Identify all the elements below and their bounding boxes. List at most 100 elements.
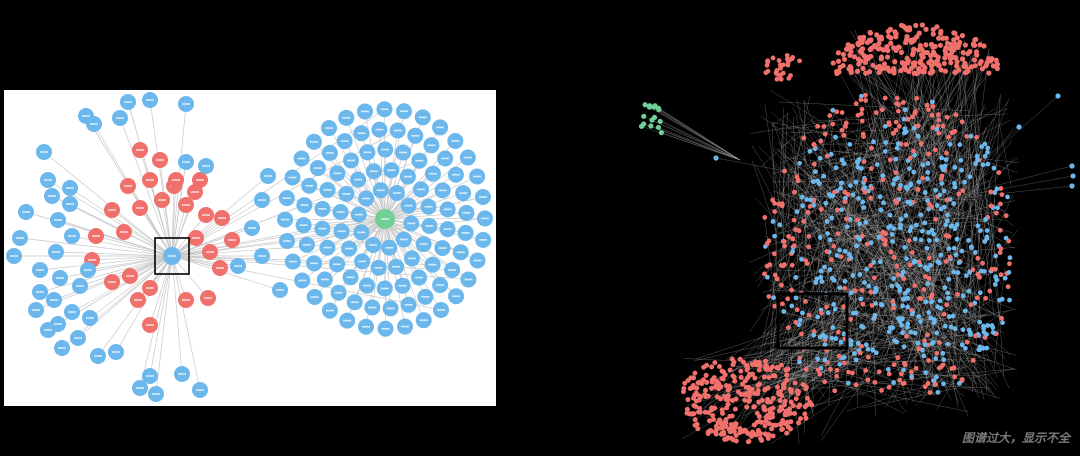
- blue-node[interactable]: [852, 351, 857, 356]
- red-node[interactable]: [802, 404, 808, 410]
- red-node[interactable]: [893, 32, 899, 38]
- blue-node[interactable]: [799, 194, 805, 200]
- blue-node[interactable]: [893, 156, 899, 162]
- red-node[interactable]: [900, 100, 906, 105]
- red-node[interactable]: [723, 396, 729, 402]
- blue-node[interactable]: [890, 239, 895, 244]
- red-node[interactable]: [784, 377, 790, 383]
- red-node[interactable]: [762, 215, 768, 220]
- red-node[interactable]: [887, 157, 893, 163]
- red-node[interactable]: [784, 430, 790, 436]
- red-node[interactable]: [835, 231, 841, 237]
- blue-node[interactable]: [902, 290, 908, 296]
- red-node[interactable]: [926, 358, 932, 363]
- red-node[interactable]: [906, 27, 913, 33]
- blue-node[interactable]: [848, 342, 854, 348]
- red-node[interactable]: [774, 71, 780, 77]
- red-node[interactable]: [891, 254, 897, 260]
- red-node[interactable]: [753, 362, 759, 368]
- blue-node[interactable]: [945, 295, 951, 301]
- red-node[interactable]: [764, 241, 770, 246]
- red-node[interactable]: [719, 407, 725, 413]
- red-node[interactable]: [775, 365, 781, 371]
- blue-node[interactable]: [975, 157, 981, 163]
- blue-node[interactable]: [900, 303, 905, 309]
- red-node[interactable]: [946, 234, 952, 239]
- red-node[interactable]: [763, 418, 769, 424]
- red-node[interactable]: [786, 57, 792, 63]
- blue-node[interactable]: [797, 160, 802, 166]
- red-node[interactable]: [928, 41, 935, 47]
- blue-node[interactable]: [994, 186, 1000, 192]
- red-node[interactable]: [962, 42, 968, 48]
- red-node[interactable]: [806, 312, 812, 318]
- blue-node[interactable]: [837, 247, 842, 253]
- red-node[interactable]: [787, 410, 793, 416]
- blue-node[interactable]: [811, 332, 817, 338]
- blue-node[interactable]: [940, 350, 946, 356]
- red-node[interactable]: [767, 262, 773, 268]
- red-node[interactable]: [792, 380, 798, 386]
- blue-node[interactable]: [838, 339, 844, 345]
- blue-node[interactable]: [899, 322, 905, 328]
- blue-node[interactable]: [934, 126, 940, 132]
- red-node[interactable]: [903, 141, 909, 147]
- blue-node[interactable]: [848, 338, 854, 344]
- blue-node[interactable]: [952, 180, 957, 186]
- blue-node[interactable]: [977, 290, 983, 296]
- red-node[interactable]: [795, 178, 801, 184]
- blue-node[interactable]: [885, 367, 891, 372]
- red-node[interactable]: [911, 148, 916, 154]
- red-node[interactable]: [879, 388, 884, 393]
- red-node[interactable]: [832, 388, 838, 394]
- red-node[interactable]: [780, 62, 786, 68]
- red-node[interactable]: [940, 123, 946, 129]
- blue-node[interactable]: [827, 237, 833, 243]
- red-node[interactable]: [924, 49, 930, 56]
- red-node[interactable]: [709, 364, 715, 370]
- red-node[interactable]: [835, 58, 842, 64]
- blue-node[interactable]: [962, 308, 968, 314]
- blue-node[interactable]: [919, 228, 925, 234]
- blue-node[interactable]: [941, 188, 947, 194]
- red-node[interactable]: [890, 299, 896, 304]
- red-node[interactable]: [803, 299, 808, 304]
- blue-node[interactable]: [839, 180, 845, 186]
- blue-node[interactable]: [807, 148, 813, 154]
- red-node[interactable]: [822, 379, 827, 385]
- blue-node[interactable]: [814, 276, 820, 282]
- blue-node[interactable]: [853, 179, 859, 185]
- red-node[interactable]: [854, 68, 861, 74]
- blue-node[interactable]: [951, 201, 957, 206]
- blue-node[interactable]: [912, 152, 917, 158]
- red-node[interactable]: [922, 274, 928, 279]
- red-node[interactable]: [929, 204, 935, 210]
- red-node[interactable]: [993, 210, 999, 216]
- red-node[interactable]: [724, 405, 730, 411]
- red-node[interactable]: [868, 166, 874, 172]
- red-node[interactable]: [842, 199, 848, 205]
- red-node[interactable]: [863, 368, 869, 373]
- red-node[interactable]: [828, 257, 834, 263]
- blue-node[interactable]: [879, 302, 884, 307]
- blue-node[interactable]: [966, 237, 972, 243]
- red-node[interactable]: [933, 216, 939, 222]
- red-node[interactable]: [922, 384, 928, 390]
- red-node[interactable]: [971, 57, 978, 63]
- blue-node[interactable]: [958, 157, 964, 163]
- red-node[interactable]: [977, 42, 983, 48]
- red-node[interactable]: [1005, 284, 1011, 290]
- red-node[interactable]: [741, 359, 747, 365]
- blue-node[interactable]: [946, 276, 952, 282]
- blue-node[interactable]: [930, 340, 936, 345]
- red-node[interactable]: [891, 66, 897, 72]
- blue-node[interactable]: [771, 295, 776, 301]
- blue-node[interactable]: [789, 303, 795, 309]
- red-node[interactable]: [782, 262, 787, 267]
- red-node[interactable]: [765, 59, 770, 64]
- red-node[interactable]: [839, 127, 845, 133]
- red-node[interactable]: [785, 424, 791, 430]
- red-node[interactable]: [912, 283, 918, 288]
- blue-node[interactable]: [980, 162, 986, 168]
- red-node[interactable]: [940, 362, 946, 368]
